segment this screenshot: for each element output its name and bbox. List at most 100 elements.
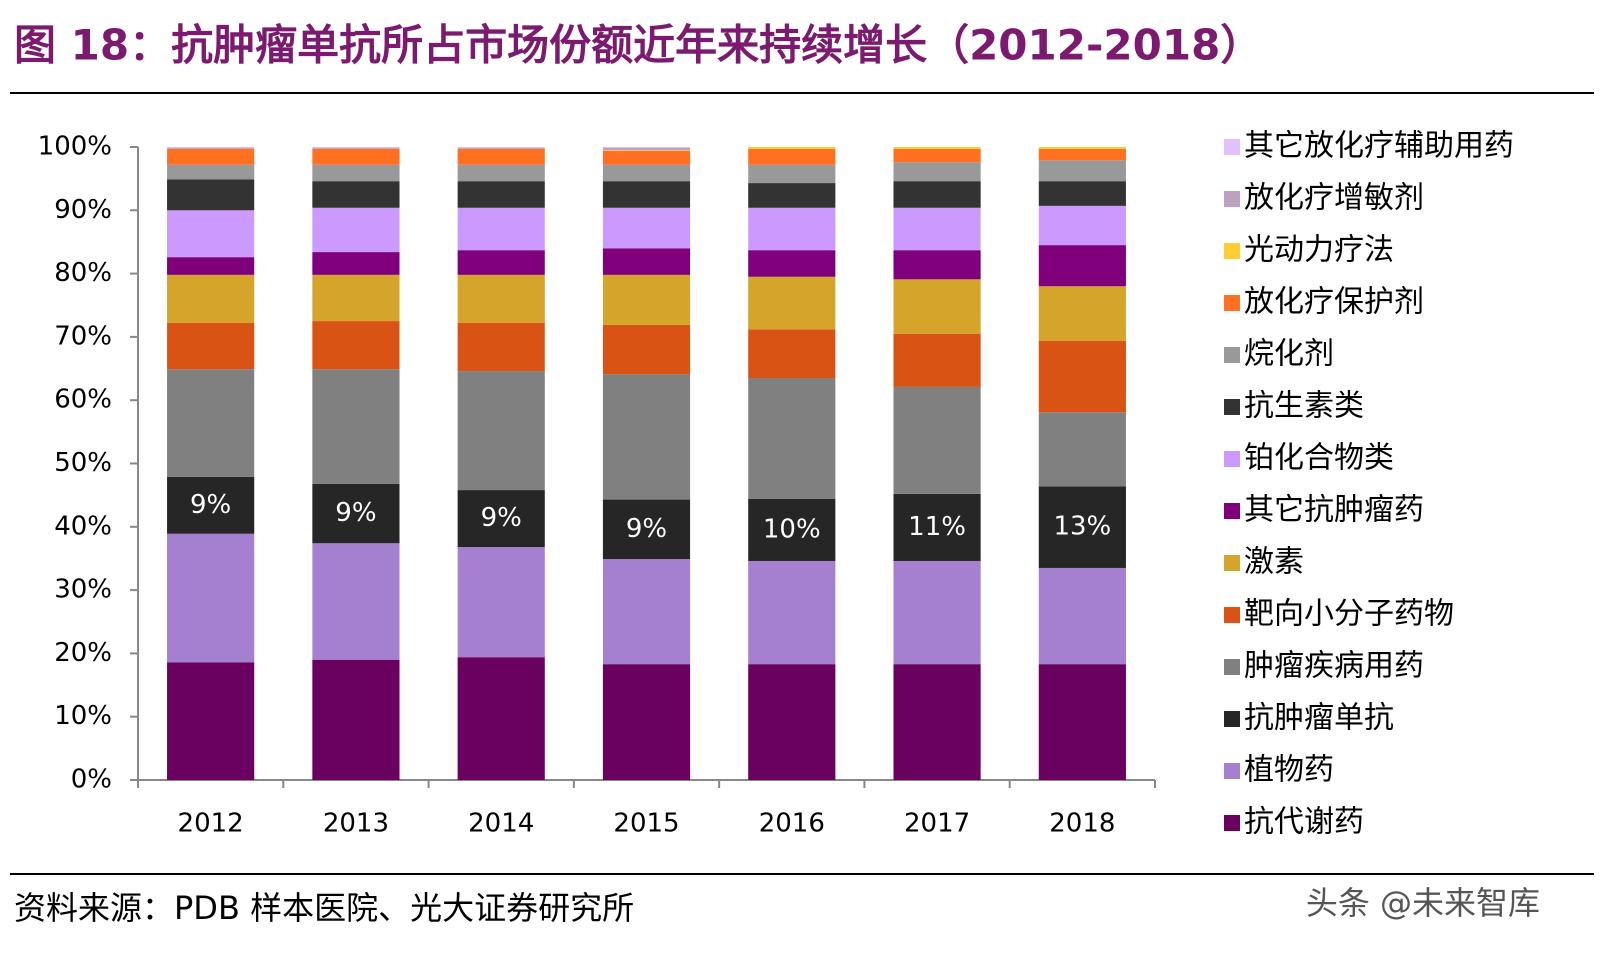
chart-title: 图 18：抗肿瘤单抗所占市场份额近年来持续增长（2012-2018） bbox=[14, 21, 1262, 70]
x-tick-label: 2018 bbox=[1049, 809, 1115, 839]
legend-label: 靶向小分子药物 bbox=[1244, 597, 1454, 632]
legend-label: 其它放化疗辅助用药 bbox=[1244, 129, 1514, 164]
legend-label: 激素 bbox=[1244, 545, 1304, 580]
bar-segment bbox=[457, 181, 545, 208]
bar-segment bbox=[748, 250, 836, 277]
bar-segment bbox=[457, 657, 545, 780]
bar-segment bbox=[602, 499, 691, 560]
bar-segment bbox=[893, 279, 981, 334]
bar-segment bbox=[893, 333, 981, 387]
bar-segment bbox=[602, 150, 691, 151]
bar-segment bbox=[1038, 160, 1126, 182]
bar-segment bbox=[167, 322, 255, 370]
legend-label: 铂化合物类 bbox=[1244, 441, 1394, 476]
legend-swatch bbox=[1224, 243, 1240, 259]
bar-segment bbox=[167, 179, 255, 211]
bar-segment bbox=[167, 476, 255, 534]
y-tick-label: 20% bbox=[54, 638, 112, 668]
bar-segment bbox=[1038, 486, 1126, 568]
bar-segment bbox=[1038, 664, 1126, 780]
x-tick-label: 2012 bbox=[178, 809, 244, 839]
bar-segment bbox=[457, 148, 545, 165]
legend-swatch bbox=[1224, 815, 1240, 831]
bar-segment bbox=[1038, 181, 1126, 206]
bar-segment bbox=[748, 276, 836, 330]
legend-swatch bbox=[1224, 503, 1240, 519]
y-tick-label: 10% bbox=[54, 701, 112, 731]
x-tick-label: 2017 bbox=[904, 809, 970, 839]
bar-segment bbox=[1038, 148, 1126, 161]
legend-swatch bbox=[1224, 139, 1240, 155]
bar-segment bbox=[893, 148, 981, 163]
y-tick-label: 0% bbox=[71, 765, 112, 795]
x-tick-label: 2014 bbox=[468, 809, 534, 839]
bar-segment bbox=[602, 274, 691, 325]
bar-segment bbox=[1038, 286, 1126, 341]
data-label: 9% bbox=[335, 498, 376, 528]
bar-segment bbox=[602, 147, 691, 151]
bar-segment bbox=[167, 147, 255, 148]
bar-segment bbox=[602, 207, 691, 249]
bar-segment bbox=[312, 181, 400, 208]
bar-segment bbox=[312, 164, 400, 182]
bar-segment bbox=[748, 148, 836, 165]
y-tick-label: 80% bbox=[54, 258, 112, 288]
bar-segment bbox=[748, 498, 836, 561]
bar-segment bbox=[457, 274, 545, 323]
x-tick-label: 2016 bbox=[759, 809, 825, 839]
bar-segment bbox=[312, 252, 400, 275]
bar-segment bbox=[312, 207, 400, 253]
legend-label: 放化疗保护剂 bbox=[1244, 285, 1424, 320]
bar-segment bbox=[312, 543, 400, 660]
source: 资料来源：PDB 样本医院、光大证券研究所 bbox=[14, 889, 634, 927]
bar-segment bbox=[893, 162, 981, 182]
bar-segment bbox=[748, 183, 836, 208]
x-tick-label: 2013 bbox=[323, 809, 389, 839]
legend-label: 烷化剂 bbox=[1244, 337, 1334, 372]
data-label: 9% bbox=[190, 490, 231, 520]
bar-segment bbox=[1038, 205, 1126, 246]
bar-segment bbox=[457, 322, 545, 372]
bar-segment bbox=[1038, 147, 1126, 149]
legend-swatch bbox=[1224, 763, 1240, 779]
bar-segment bbox=[167, 369, 255, 477]
legend-swatch bbox=[1224, 191, 1240, 207]
bar-segment bbox=[748, 207, 836, 251]
y-tick-label: 50% bbox=[54, 448, 112, 478]
bar-segment bbox=[167, 257, 255, 275]
data-label: 9% bbox=[481, 503, 522, 533]
legend-swatch bbox=[1224, 347, 1240, 363]
bar-segment bbox=[748, 560, 836, 665]
legend-swatch bbox=[1224, 555, 1240, 571]
legend-swatch bbox=[1224, 295, 1240, 311]
bar-segment bbox=[457, 547, 545, 658]
bar-segment bbox=[312, 321, 400, 370]
bar-segment bbox=[457, 207, 545, 251]
legend-swatch bbox=[1224, 659, 1240, 675]
bar-segment bbox=[167, 662, 255, 780]
x-tick-label: 2015 bbox=[613, 809, 679, 839]
bar-segment bbox=[457, 371, 545, 491]
bar-segment bbox=[893, 493, 981, 561]
bar-segment bbox=[893, 664, 981, 780]
bar-segment bbox=[312, 369, 400, 484]
legend-swatch bbox=[1224, 711, 1240, 727]
bar-segment bbox=[167, 147, 255, 149]
bar-segment bbox=[748, 664, 836, 780]
bar-segment bbox=[893, 181, 981, 208]
legend-label: 肿瘤疾病用药 bbox=[1244, 649, 1424, 684]
legend-swatch bbox=[1224, 399, 1240, 415]
bar-segment bbox=[748, 378, 836, 499]
bar-segment bbox=[312, 147, 400, 149]
bar-segment bbox=[748, 164, 836, 184]
bar-segment bbox=[893, 147, 981, 149]
bar-segment bbox=[893, 386, 981, 494]
bar-segment bbox=[602, 164, 691, 182]
bar-segment bbox=[167, 148, 255, 165]
bar-segment bbox=[457, 250, 545, 275]
legend-label: 抗代谢药 bbox=[1244, 805, 1364, 840]
y-tick-label: 60% bbox=[54, 385, 112, 415]
legend-label: 抗肿瘤单抗 bbox=[1244, 701, 1394, 736]
legend-label: 抗生素类 bbox=[1244, 389, 1364, 424]
bar-segment bbox=[167, 533, 255, 663]
